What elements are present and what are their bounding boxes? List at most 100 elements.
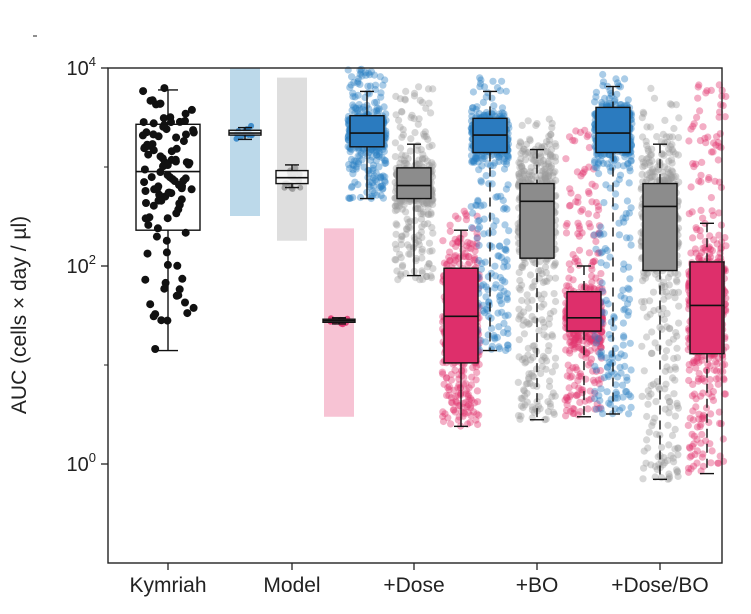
data-point--bo-pink	[581, 332, 589, 340]
data-point--dose-gray	[405, 197, 413, 205]
data-point--dose-blue	[370, 189, 378, 197]
data-point-kymriah-black	[172, 209, 181, 218]
data-point--bo-blue	[502, 246, 510, 254]
data-point--bo-pink	[576, 370, 585, 378]
data-point--bo-gray	[544, 157, 553, 165]
data-point--dose-bo-pink	[697, 420, 705, 428]
data-point--bo-pink	[588, 278, 596, 286]
data-point--bo-blue	[490, 331, 498, 340]
data-point--bo-pink	[595, 333, 603, 341]
data-point--dose-bo-pink	[685, 376, 693, 385]
data-point--dose-blue	[376, 174, 385, 182]
data-point--dose-pink	[447, 420, 455, 428]
data-point--bo-pink	[575, 333, 584, 342]
data-point--bo-pink	[589, 335, 597, 343]
data-point--bo-gray	[528, 283, 536, 292]
data-point-kymriah-black	[178, 274, 187, 283]
data-point-kymriah-black	[156, 99, 165, 108]
data-point--bo-pink	[567, 391, 575, 399]
data-point--bo-blue	[500, 287, 508, 295]
data-point--bo-pink	[562, 333, 570, 341]
data-point--bo-gray	[520, 308, 528, 316]
data-point--dose-bo-pink	[689, 160, 697, 168]
data-point--dose-blue	[373, 151, 381, 159]
data-point--dose-bo-blue	[619, 162, 628, 170]
data-point--bo-pink	[584, 333, 592, 341]
data-point--bo-gray	[523, 389, 531, 397]
data-point--dose-bo-blue	[604, 300, 612, 308]
data-point--dose-pink	[470, 408, 478, 416]
data-point--dose-bo-blue	[610, 370, 618, 378]
box--dose-blue	[349, 114, 385, 148]
data-point--bo-gray	[515, 353, 523, 361]
data-point--bo-pink	[596, 337, 604, 345]
data-point--bo-pink	[564, 361, 572, 369]
data-point--dose-bo-blue	[614, 79, 622, 87]
data-point--bo-pink	[570, 381, 579, 389]
data-point--dose-pink	[466, 394, 474, 402]
data-point--dose-blue	[375, 148, 383, 156]
data-point--dose-gray	[399, 131, 407, 139]
data-point--dose-bo-pink	[691, 245, 700, 253]
data-point--bo-pink	[577, 283, 585, 291]
data-point--bo-blue	[504, 152, 512, 160]
data-point--dose-bo-blue	[597, 348, 606, 356]
data-point--bo-blue	[497, 253, 506, 262]
data-point--bo-pink	[574, 343, 583, 352]
data-point--bo-pink	[595, 335, 604, 343]
data-point--dose-bo-blue	[597, 353, 605, 361]
data-point--dose-bo-gray	[646, 310, 654, 318]
data-point--bo-blue	[487, 162, 495, 170]
data-point--dose-bo-blue	[606, 163, 614, 171]
data-point--dose-pink	[464, 253, 472, 261]
data-point-kymriah-black	[187, 105, 196, 114]
data-point--bo-pink	[590, 284, 598, 293]
data-point--dose-blue	[348, 182, 356, 190]
data-point--bo-pink	[565, 384, 573, 392]
data-point--bo-blue	[502, 160, 511, 168]
data-point--bo-gray	[543, 138, 551, 146]
data-point--bo-blue	[499, 196, 507, 205]
data-point--bo-pink	[562, 346, 570, 354]
data-point--bo-blue	[469, 88, 477, 96]
data-point--dose-pink	[471, 247, 479, 255]
data-point--bo-gray	[545, 140, 553, 148]
data-point--bo-gray	[518, 296, 526, 305]
data-point--dose-blue	[375, 163, 383, 171]
data-point--bo-gray	[551, 140, 559, 148]
data-point--bo-pink	[575, 246, 584, 254]
data-point--dose-bo-blue	[603, 363, 612, 372]
data-point--dose-blue	[349, 193, 357, 202]
y-tick-label: 100	[67, 450, 96, 476]
data-point--bo-gray	[547, 151, 555, 160]
data-point--bo-pink	[586, 338, 594, 346]
data-point--dose-bo-blue	[625, 285, 633, 293]
data-point--dose-bo-blue	[622, 387, 630, 395]
data-point--dose-gray	[391, 139, 399, 147]
data-point--dose-bo-blue	[624, 263, 633, 271]
data-point--dose-blue	[381, 76, 389, 84]
data-point--bo-blue	[479, 301, 487, 309]
data-point--dose-bo-gray	[664, 421, 672, 429]
data-point--dose-bo-blue	[620, 260, 628, 268]
data-point--bo-gray	[551, 362, 560, 370]
data-point--dose-bo-gray	[673, 344, 681, 352]
data-point--dose-bo-blue	[620, 218, 628, 226]
data-point--dose-pink	[469, 240, 477, 248]
data-point-kymriah-black	[146, 96, 155, 105]
data-point--dose-blue	[354, 159, 362, 168]
data-point--bo-gray	[518, 162, 526, 170]
data-point--dose-pink	[473, 387, 481, 395]
data-point--bo-gray	[523, 398, 531, 406]
data-point--dose-bo-pink	[702, 437, 710, 445]
data-point-model-blue	[233, 135, 240, 142]
data-point--dose-bo-blue	[594, 158, 603, 166]
data-point--bo-pink	[568, 334, 576, 342]
box--dose-bo-pink	[689, 261, 725, 355]
data-point--bo-pink	[595, 335, 603, 343]
data-point--dose-bo-pink	[685, 210, 693, 218]
data-point--dose-blue	[348, 73, 356, 81]
data-point--dose-pink	[468, 373, 476, 381]
data-point--dose-pink	[454, 215, 462, 223]
data-point--dose-bo-pink	[687, 125, 695, 133]
